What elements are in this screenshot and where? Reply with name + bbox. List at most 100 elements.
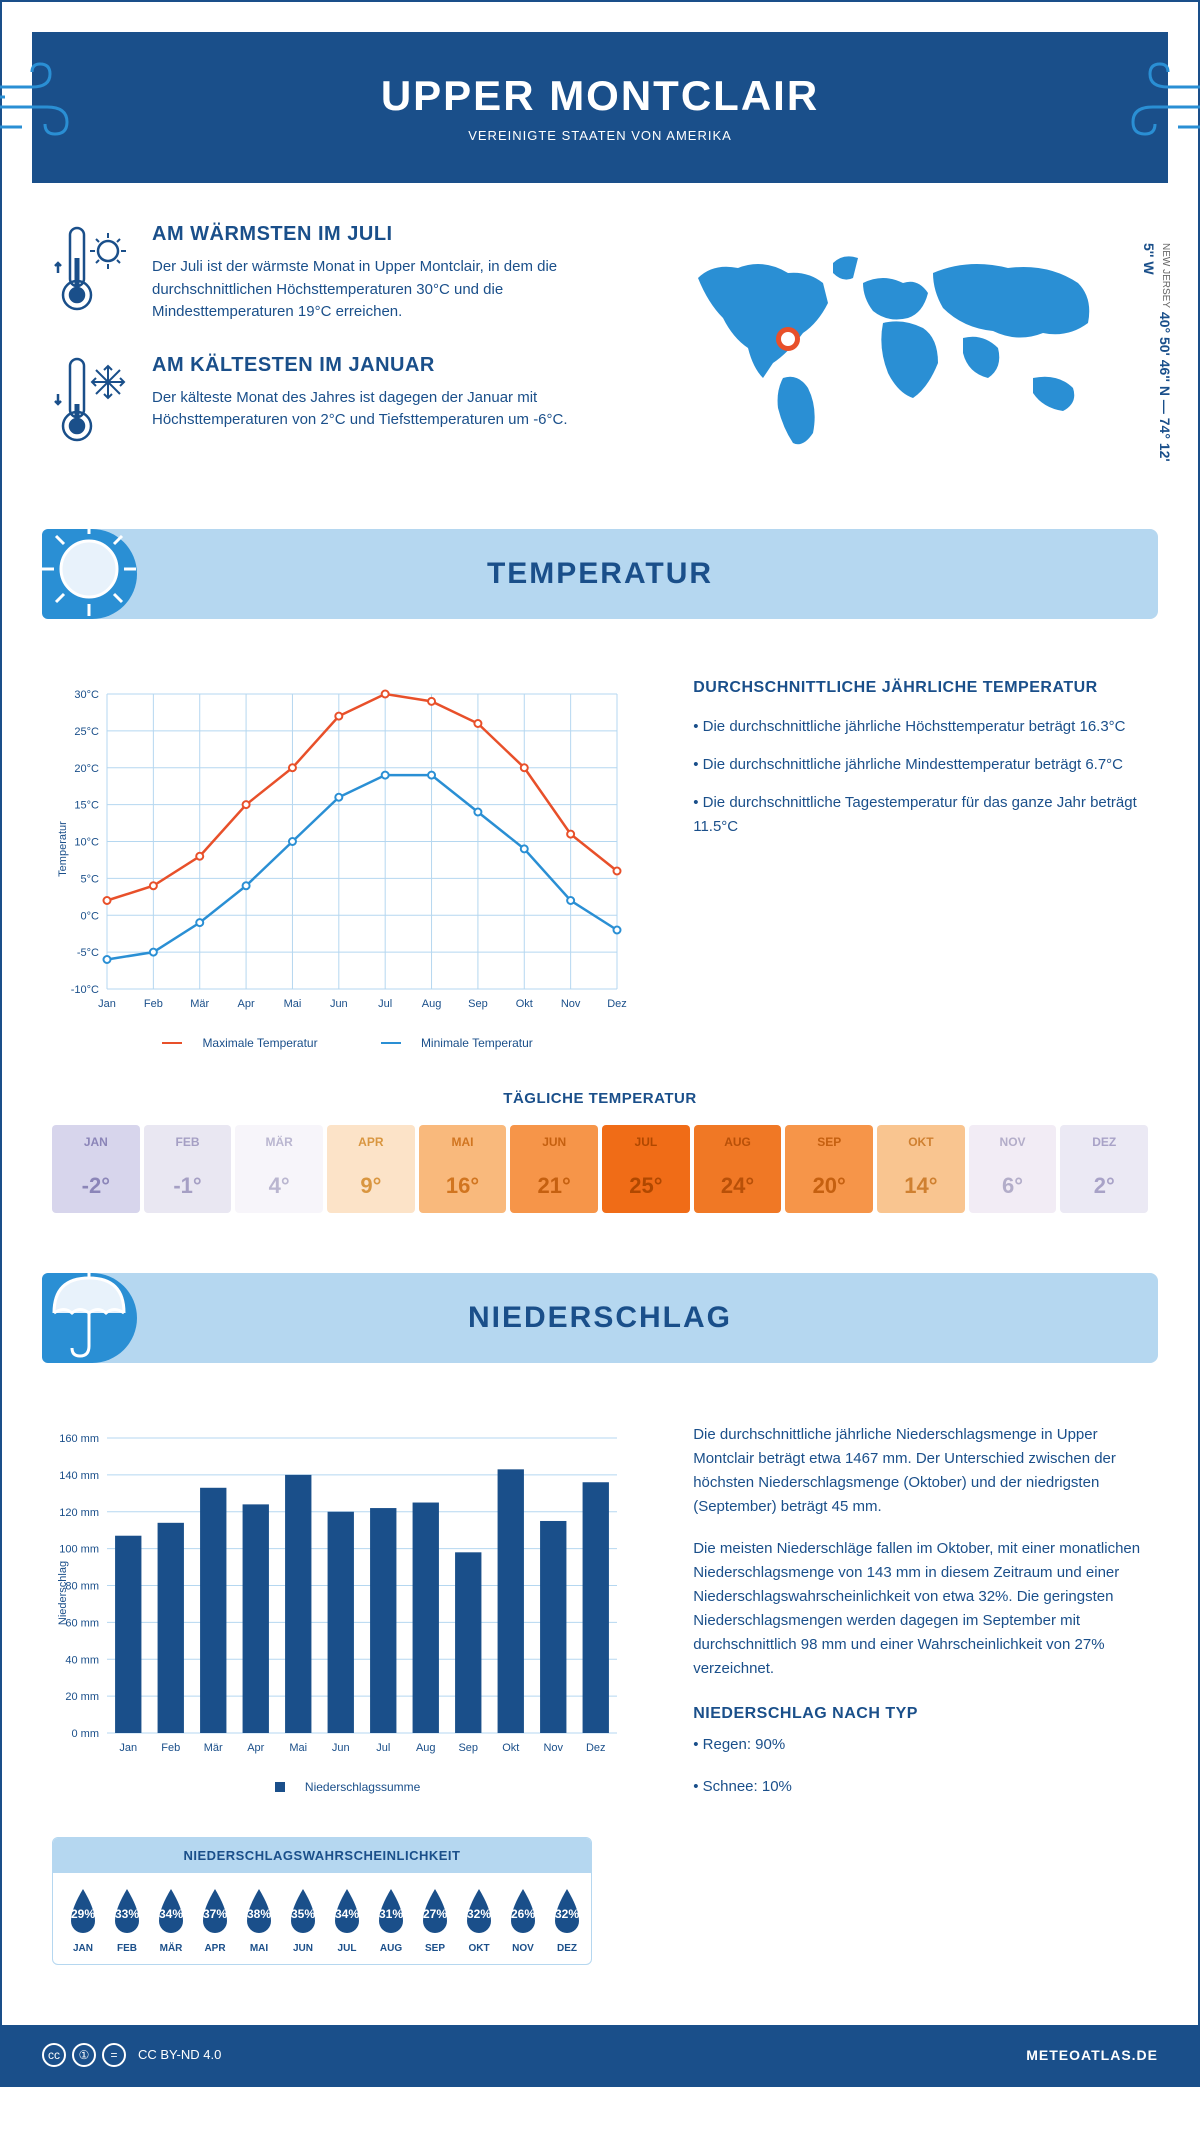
daily-temp-cell: APR9° — [327, 1125, 415, 1213]
probability-drop: 34%JUL — [327, 1887, 367, 1954]
thermometer-cold-icon — [52, 354, 132, 449]
site-name: METEOATLAS.DE — [1026, 2047, 1158, 2063]
svg-text:0°C: 0°C — [81, 910, 100, 922]
probability-drop: 26%NOV — [503, 1887, 543, 1954]
svg-text:100 mm: 100 mm — [59, 1543, 99, 1555]
svg-text:Aug: Aug — [422, 998, 442, 1010]
svg-text:Okt: Okt — [516, 998, 533, 1010]
svg-text:Nov: Nov — [543, 1742, 563, 1754]
page-footer: cc①= CC BY-ND 4.0 METEOATLAS.DE — [2, 2025, 1198, 2085]
svg-text:120 mm: 120 mm — [59, 1506, 99, 1518]
coldest-title: AM KÄLTESTEN IM JANUAR — [152, 354, 638, 377]
svg-text:Mai: Mai — [284, 998, 302, 1010]
svg-text:Sep: Sep — [458, 1742, 478, 1754]
precip-type-item: • Schnee: 10% — [693, 1775, 1148, 1799]
svg-text:0 mm: 0 mm — [72, 1728, 100, 1740]
page-subtitle: VEREINIGTE STAATEN VON AMERIKA — [52, 128, 1148, 143]
precipitation-text: Die durchschnittliche jährliche Niedersc… — [693, 1423, 1148, 1817]
svg-text:Mai: Mai — [289, 1742, 307, 1754]
svg-text:Nov: Nov — [561, 998, 581, 1010]
svg-text:Mär: Mär — [204, 1742, 223, 1754]
svg-text:5°C: 5°C — [81, 873, 100, 885]
probability-drop: 34%MÄR — [151, 1887, 191, 1954]
warmest-text: Der Juli ist der wärmste Monat in Upper … — [152, 256, 638, 324]
svg-text:Jun: Jun — [330, 998, 348, 1010]
svg-text:-10°C: -10°C — [71, 984, 99, 996]
cc-icons: cc①= — [42, 2043, 126, 2067]
svg-text:Temperatur: Temperatur — [57, 820, 69, 876]
svg-text:40 mm: 40 mm — [65, 1654, 99, 1666]
coordinates: NEW JERSEY 40° 50' 46'' N — 74° 12' 5'' … — [1141, 243, 1173, 479]
probability-drop: 27%SEP — [415, 1887, 455, 1954]
warmest-fact: AM WÄRMSTEN IM JULI Der Juli ist der wär… — [52, 223, 638, 324]
coldest-text: Der kälteste Monat des Jahres ist dagege… — [152, 387, 638, 432]
coldest-fact: AM KÄLTESTEN IM JANUAR Der kälteste Mona… — [52, 354, 638, 449]
svg-text:Mär: Mär — [190, 998, 209, 1010]
daily-temp-cell: OKT14° — [877, 1125, 965, 1213]
thermometer-hot-icon — [52, 223, 132, 324]
temperature-banner: TEMPERATUR — [42, 529, 1158, 619]
daily-temp-cell: FEB-1° — [144, 1125, 232, 1213]
umbrella-icon — [34, 1258, 144, 1368]
svg-text:Jan: Jan — [98, 998, 116, 1010]
wind-icon — [1108, 62, 1200, 157]
svg-text:Okt: Okt — [502, 1742, 519, 1754]
stat-item: • Die durchschnittliche Tagestemperatur … — [693, 791, 1148, 839]
location-marker — [776, 327, 800, 351]
license-text: CC BY-ND 4.0 — [138, 2047, 221, 2062]
svg-text:Sep: Sep — [468, 998, 488, 1010]
probability-drop: 32%DEZ — [547, 1887, 587, 1954]
probability-drop: 32%OKT — [459, 1887, 499, 1954]
svg-text:10°C: 10°C — [74, 836, 99, 848]
stat-item: • Die durchschnittliche jährliche Höchst… — [693, 715, 1148, 739]
temperature-stats: DURCHSCHNITTLICHE JÄHRLICHE TEMPERATUR •… — [693, 679, 1148, 1050]
svg-text:Aug: Aug — [416, 1742, 436, 1754]
stat-item: • Die durchschnittliche jährliche Mindes… — [693, 753, 1148, 777]
svg-text:Dez: Dez — [586, 1742, 606, 1754]
probability-drop: 37%APR — [195, 1887, 235, 1954]
precipitation-probability: NIEDERSCHLAGSWAHRSCHEINLICHKEIT 29%JAN33… — [2, 1837, 642, 1995]
precipitation-chart: 0 mm 20 mm 40 mm 60 mm 80 mm 100 mm 120 mm 140 … — [52, 1423, 643, 1817]
page-title: UPPER MONTCLAIR — [52, 72, 1148, 120]
daily-temp-cell: JUL25° — [602, 1125, 690, 1213]
svg-text:Dez: Dez — [607, 998, 627, 1010]
daily-temp-cell: MÄR4° — [235, 1125, 323, 1213]
daily-temp-cell: JUN21° — [510, 1125, 598, 1213]
probability-drop: 31%AUG — [371, 1887, 411, 1954]
svg-text:20 mm: 20 mm — [65, 1691, 99, 1703]
world-map: NEW JERSEY 40° 50' 46'' N — 74° 12' 5'' … — [668, 223, 1148, 479]
probability-drop: 33%FEB — [107, 1887, 147, 1954]
svg-text:20°C: 20°C — [74, 762, 99, 774]
wind-icon — [0, 62, 92, 157]
svg-text:15°C: 15°C — [74, 799, 99, 811]
svg-text:Jul: Jul — [378, 998, 392, 1010]
daily-temp-cell: MAI16° — [419, 1125, 507, 1213]
svg-text:160 mm: 160 mm — [59, 1433, 99, 1445]
warmest-title: AM WÄRMSTEN IM JULI — [152, 223, 638, 246]
probability-drop: 29%JAN — [63, 1887, 103, 1954]
chart-legend: Maximale Temperatur Minimale Temperatur — [52, 1036, 643, 1050]
precipitation-banner: NIEDERSCHLAG — [42, 1273, 1158, 1363]
probability-drop: 38%MAI — [239, 1887, 279, 1954]
sun-icon — [34, 514, 144, 624]
svg-text:-5°C: -5°C — [77, 947, 99, 959]
svg-text:60 mm: 60 mm — [65, 1617, 99, 1629]
svg-text:140 mm: 140 mm — [59, 1469, 99, 1481]
svg-text:Feb: Feb — [144, 998, 163, 1010]
svg-text:Jan: Jan — [119, 1742, 137, 1754]
daily-temp-cell: SEP20° — [785, 1125, 873, 1213]
svg-text:Feb: Feb — [161, 1742, 180, 1754]
svg-text:Apr: Apr — [238, 998, 255, 1010]
daily-temp-cell: JAN-2° — [52, 1125, 140, 1213]
page-header: UPPER MONTCLAIR VEREINIGTE STAATEN VON A… — [32, 32, 1168, 183]
chart-legend: Niederschlagssumme — [52, 1780, 643, 1794]
svg-text:Jun: Jun — [332, 1742, 350, 1754]
probability-drop: 35%JUN — [283, 1887, 323, 1954]
svg-text:80 mm: 80 mm — [65, 1580, 99, 1592]
svg-text:30°C: 30°C — [74, 689, 99, 701]
svg-text:Jul: Jul — [376, 1742, 390, 1754]
daily-temp-cell: DEZ2° — [1060, 1125, 1148, 1213]
svg-text:Apr: Apr — [247, 1742, 264, 1754]
daily-temp-cell: NOV6° — [969, 1125, 1057, 1213]
precip-type-item: • Regen: 90% — [693, 1733, 1148, 1757]
